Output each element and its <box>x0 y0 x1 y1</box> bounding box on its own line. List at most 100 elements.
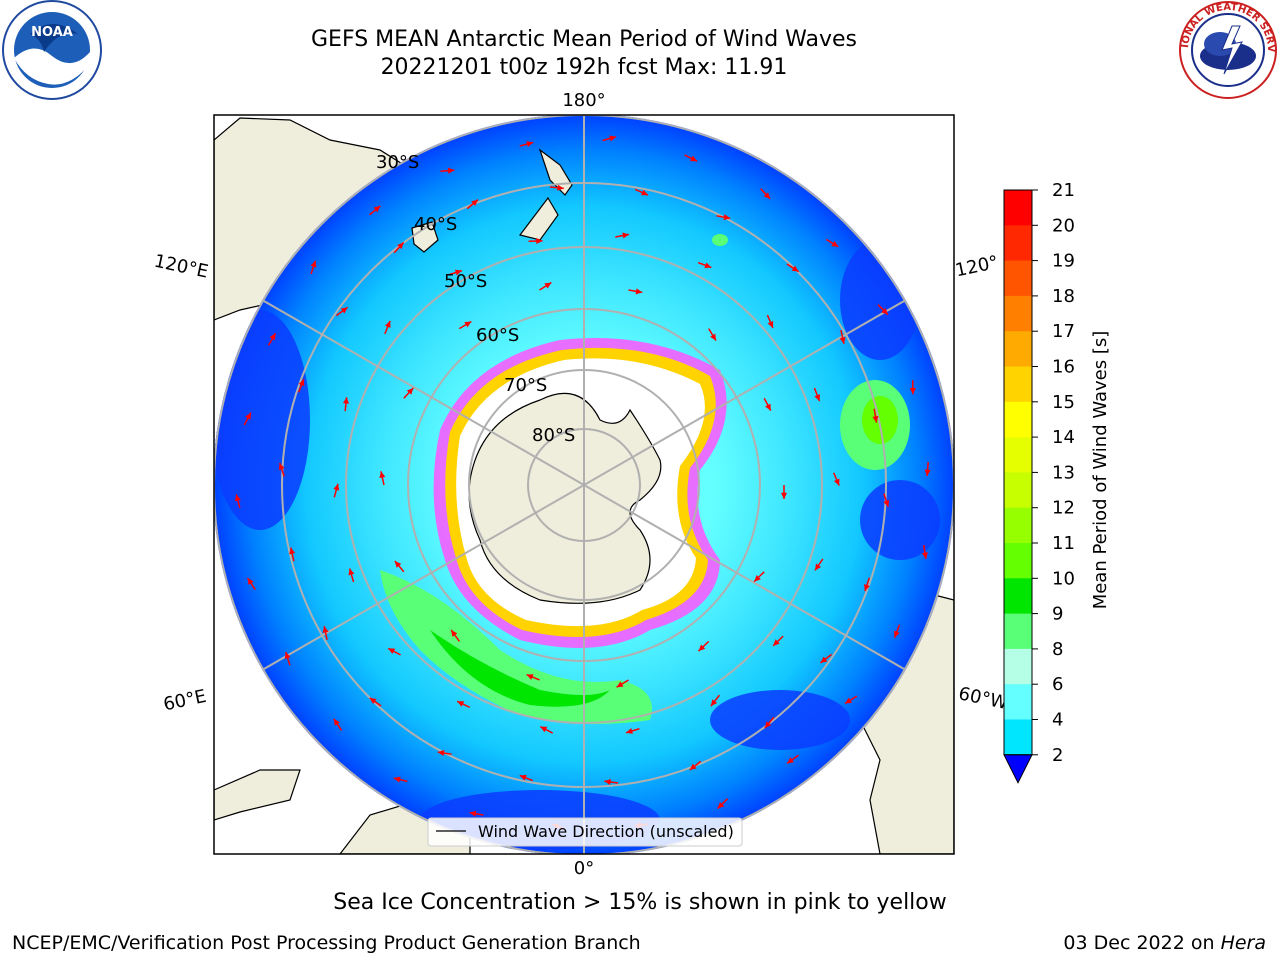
wind-wave-arrow-head <box>921 552 928 559</box>
wind-wave-arrow-head <box>893 630 900 638</box>
wind-wave-arrow-head <box>764 721 772 728</box>
wind-wave-arrow-head <box>269 333 276 341</box>
wind-wave-arrow-head <box>765 403 771 411</box>
colorbar-tick-label: 13 <box>1052 462 1075 483</box>
wind-wave-arrow-head <box>710 699 718 707</box>
wind-wave-arrow-head <box>447 167 455 174</box>
wind-wave-arrow-head <box>373 205 381 213</box>
lat-label-60s: 60°S <box>476 325 519 346</box>
wind-wave-arrow-head <box>234 494 241 502</box>
colorbar-tick-label: 16 <box>1052 357 1075 378</box>
lat-label-50s: 50°S <box>444 271 487 292</box>
wind-wave-arrow-head <box>348 568 355 576</box>
map-title: GEFS MEAN Antarctic Mean Period of Wind … <box>311 27 857 52</box>
colorbar-tick-label: 12 <box>1052 498 1075 519</box>
noaa-logo-text: NOAA <box>31 25 73 40</box>
map-subtitle: 20221201 t00z 192h fcst Max: 11.91 <box>380 55 788 80</box>
wind-wave-arrow-head <box>397 242 404 250</box>
map-area: Wind Wave Direction (unscaled) <box>214 115 954 854</box>
wind-wave-arrow-head <box>710 333 716 341</box>
colorbar-segment <box>1004 366 1032 403</box>
wind-wave-arrow-head <box>754 574 761 582</box>
wind-wave-arrow-head <box>814 563 822 571</box>
wind-wave-arrow-head <box>872 415 879 423</box>
wind-wave-arrow-head <box>831 240 839 247</box>
wind-wave-arrow-head <box>763 192 771 199</box>
wind-wave-arrow-head <box>773 639 780 646</box>
wind-wave-arrow-head <box>616 681 624 688</box>
wind-wave-arrow-head <box>406 387 414 395</box>
colorbar-tick-label: 2 <box>1052 745 1063 766</box>
colorbar-segment <box>1004 401 1032 438</box>
colorbar-segment <box>1004 295 1032 332</box>
colorbar-tick-label: 6 <box>1052 674 1063 695</box>
wind-wave-arrow-head <box>622 232 630 239</box>
wind-wave-arrow-head <box>881 308 888 315</box>
colorbar-segment <box>1004 648 1032 685</box>
colorbar-segment <box>1004 260 1032 297</box>
wind-wave-arrow-head <box>540 726 548 733</box>
wind-wave-arrow-head <box>342 397 349 404</box>
wind-wave-arrow-head <box>626 728 633 734</box>
lon-label-60e: 60°E <box>162 686 209 716</box>
wind-wave-arrow-head <box>369 697 377 704</box>
wind-wave-arrow-head <box>464 321 472 328</box>
wind-wave-arrow-head <box>393 776 401 783</box>
wind-wave-arrow-head <box>704 262 712 269</box>
wind-wave-arrow-head <box>457 701 465 707</box>
wind-wave-arrow-head <box>437 750 445 757</box>
wind-wave-arrow-head <box>379 471 386 479</box>
date-footer: 03 Dec 2022 on Hera <box>1063 932 1266 954</box>
lat-label-70s: 70°S <box>504 375 547 396</box>
lat-label-80s: 80°S <box>532 425 575 446</box>
colorbar-segment <box>1004 543 1032 579</box>
lat-label-30s: 30°S <box>376 152 419 173</box>
colorbar: 21 20 19 18 17 16 15 14 13 12 11 10 9 8 6 4 2 <box>1003 180 1075 784</box>
wind-wave-arrow-head <box>544 282 552 289</box>
wind-wave-arrow-head <box>278 463 285 471</box>
colorbar-tick-label: 4 <box>1052 710 1063 731</box>
wind-wave-arrow-head <box>333 718 340 726</box>
wind-wave-arrow-head <box>454 269 462 276</box>
wind-wave-arrow-head <box>247 577 254 585</box>
colorbar-segment <box>1004 578 1032 615</box>
wind-wave-arrow-head <box>384 320 391 328</box>
wind-wave-arrow-head <box>924 469 931 476</box>
lat-label-40s: 40°S <box>414 214 457 235</box>
wind-wave-arrow-head <box>526 674 534 680</box>
colorbar-tick-label: 20 <box>1052 215 1075 236</box>
sea-ice-caption: Sea Ice Concentration > 15% is shown in … <box>333 890 947 915</box>
wind-wave-arrow-head <box>787 757 794 764</box>
map-legend: Wind Wave Direction (unscaled) <box>427 817 743 847</box>
wind-wave-arrow-head <box>245 412 251 420</box>
wind-wave-arrow-head <box>388 648 396 655</box>
wind-wave-arrow-head <box>451 629 458 637</box>
lon-label-180: 180° <box>562 90 605 111</box>
wind-wave-arrow-head <box>814 394 821 402</box>
wind-wave-arrow-head <box>322 626 329 633</box>
wind-wave-arrow-head <box>780 492 788 499</box>
colorbar-segment <box>1004 684 1032 720</box>
colorbar-segment <box>1004 331 1032 367</box>
colorbar-segment <box>1004 190 1032 226</box>
wind-wave-arrow-head <box>526 141 534 147</box>
colorbar-tick-label: 14 <box>1052 427 1075 448</box>
wind-wave-arrow-head <box>519 774 527 781</box>
colorbar-segment <box>1004 507 1032 544</box>
wind-wave-arrow-head <box>690 155 698 162</box>
colorbar-tick-label: 10 <box>1052 568 1075 589</box>
colorbar-label: Mean Period of Wind Waves [s] <box>1090 331 1111 610</box>
lon-label-0: 0° <box>574 858 594 879</box>
wind-wave-arrow-head <box>641 189 649 196</box>
wind-wave-arrow-head <box>536 237 543 245</box>
noaa-logo: NOAA <box>2 0 102 100</box>
lon-label-120e: 120°E <box>152 251 210 283</box>
wind-wave-arrow-head <box>289 547 296 555</box>
wind-wave-arrow-head <box>791 265 799 272</box>
wind-wave-arrow-head <box>471 199 478 207</box>
colorbar-tick-label: 19 <box>1052 251 1075 272</box>
nws-logo: NATIONAL WEATHER SERVICE <box>1176 0 1277 99</box>
legend-label: Wind Wave Direction (unscaled) <box>478 822 734 841</box>
producer-footer: NCEP/EMC/Verification Post Processing Pr… <box>12 932 641 954</box>
